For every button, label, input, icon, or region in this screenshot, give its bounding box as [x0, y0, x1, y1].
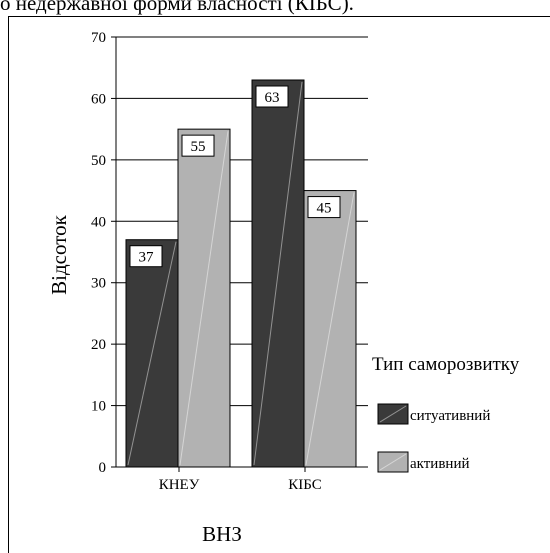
y-tick-label: 50	[91, 153, 106, 169]
data-label-box	[129, 245, 163, 268]
bar	[177, 128, 231, 468]
chart-frame	[8, 16, 550, 553]
y-tick-label: 70	[91, 30, 106, 46]
legend-swatch-sheen	[379, 453, 407, 471]
x-axis-label: ВНЗ	[202, 522, 242, 546]
legend-title: Тип саморозвитку	[372, 354, 520, 375]
bar-sheen	[253, 81, 303, 466]
legend-entry: ситуативний	[410, 408, 490, 424]
data-label-box	[307, 196, 341, 219]
y-tick-label: 10	[91, 399, 106, 415]
x-tick-label: КНЕУ	[159, 477, 200, 493]
x-tick-label: КІБС	[288, 477, 322, 493]
y-tick-label: 30	[91, 276, 106, 292]
y-tick-label: 20	[91, 337, 106, 353]
bar-sheen	[179, 131, 229, 466]
legend-swatch	[377, 403, 409, 425]
y-tick-label: 40	[91, 214, 106, 230]
data-label: 37	[139, 250, 155, 266]
data-label: 55	[191, 139, 206, 155]
y-axis-label: Відсоток	[47, 214, 71, 294]
y-tick-label: 0	[99, 460, 107, 476]
data-labels: 37 55 63 45	[129, 85, 341, 268]
legend-swatch-sheen	[379, 405, 407, 423]
bar-sheen	[305, 192, 355, 466]
caption-fragment: о недержавної форми власності (КІБС).	[0, 0, 354, 15]
bar	[251, 79, 305, 468]
data-label: 45	[317, 201, 332, 217]
bar-sheen	[127, 241, 177, 466]
y-tick-label: 60	[91, 91, 106, 107]
data-label: 63	[265, 90, 280, 106]
data-label-box	[255, 85, 289, 108]
legend-swatch	[377, 451, 409, 473]
bars	[125, 79, 357, 468]
legend: Тип саморозвитку ситуативний активний	[372, 354, 520, 473]
axes: 0 10 20 30 40 50 60 70 КНЕУ КІБС	[91, 30, 368, 493]
bar	[303, 190, 357, 468]
data-label-box	[181, 134, 215, 157]
legend-entry: активний	[410, 456, 470, 472]
